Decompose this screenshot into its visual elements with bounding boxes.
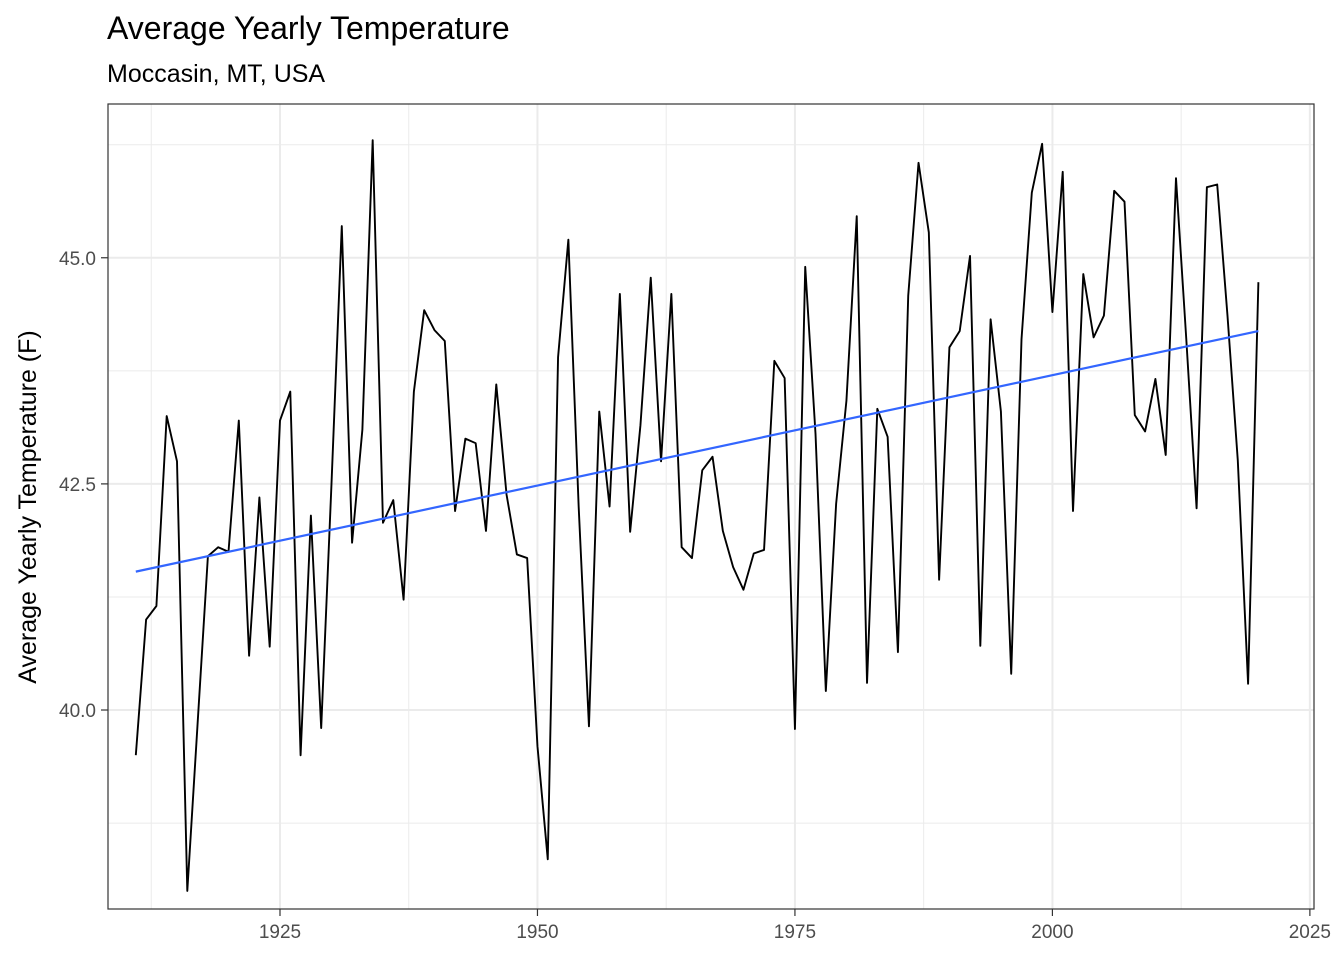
x-tick-label: 1950 — [516, 922, 558, 943]
grid — [108, 104, 1314, 909]
temperature-series-line — [134, 139, 1260, 892]
y-tick-label: 45.0 — [59, 249, 96, 270]
y-tick-label: 42.5 — [59, 475, 96, 496]
x-tick-label: 1925 — [259, 922, 301, 943]
x-tick-label: 2025 — [1289, 922, 1331, 943]
trend-line — [135, 329, 1259, 573]
y-tick-label: 40.0 — [59, 701, 96, 722]
x-tick-label: 2000 — [1031, 922, 1073, 943]
chart-title: Average Yearly Temperature — [107, 10, 510, 46]
x-axis: 1925 1950 1975 2000 2025 — [259, 909, 1331, 943]
series-layer — [134, 139, 1260, 892]
x-tick-label: 1975 — [774, 922, 816, 943]
plot-border — [107, 103, 1315, 910]
chart-subtitle: Moccasin, MT, USA — [107, 60, 325, 88]
y-axis: 40.0 42.5 45.0 — [59, 249, 108, 722]
plot-panel — [108, 104, 1314, 909]
y-axis-title: Average Yearly Temperature (F) — [14, 330, 42, 683]
